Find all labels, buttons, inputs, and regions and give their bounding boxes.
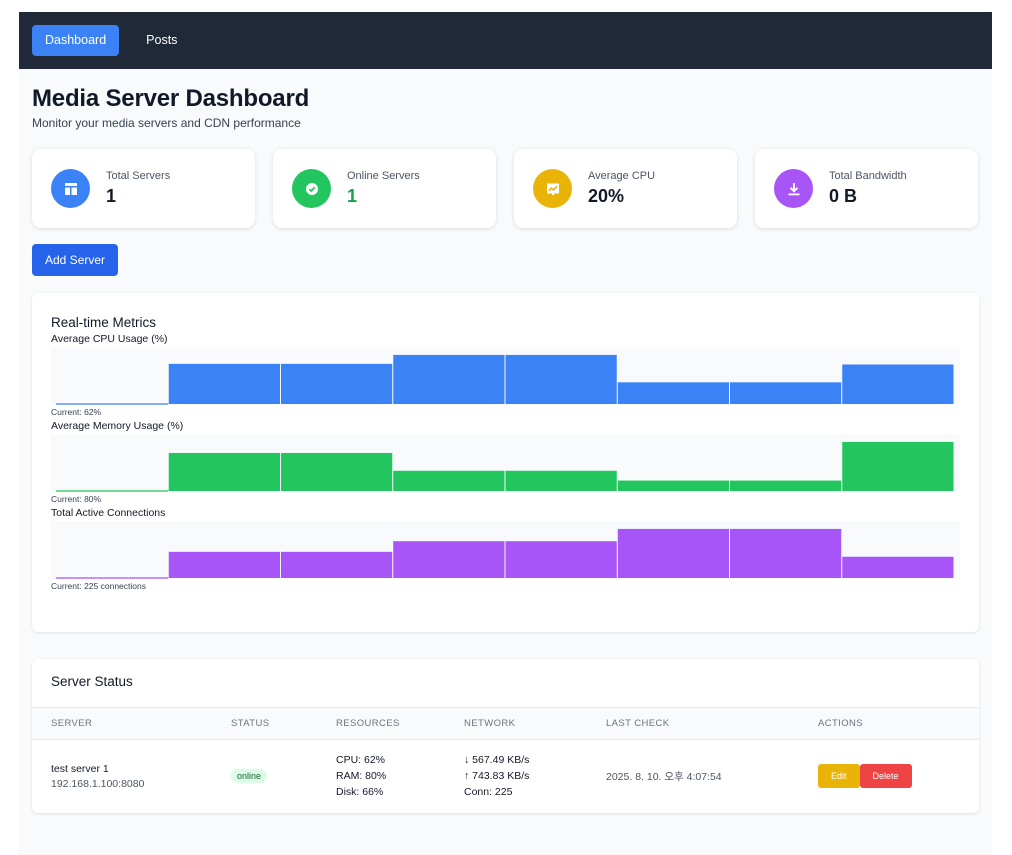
stat-label: Online Servers [347,170,420,182]
table-row: test server 1 192.168.1.100:8080 online … [32,740,979,813]
chart-step-bar [505,470,617,491]
chart-step-bar [842,364,954,404]
download-rate: ↓ 567.49 KB/s [464,754,530,767]
connections-chart [51,521,960,579]
col-network: NETWORK [445,707,587,740]
chart-step-bar [168,363,280,404]
chart-step-bar [281,551,393,578]
network-cell: ↓ 567.49 KB/s ↑ 743.83 KB/s Conn: 225 [445,740,587,813]
cpu-usage-chart [51,347,960,405]
server-name: test server 1 [51,762,109,775]
chart-step-bar [505,354,617,404]
table-header-row: SERVER STATUS RESOURCES NETWORK LAST CHE… [32,707,979,740]
stat-label: Total Servers [106,170,171,182]
nav-posts-link[interactable]: Posts [146,33,178,47]
add-server-button[interactable]: Add Server [32,244,119,276]
chart-step-bar [505,541,617,578]
connections-count: Conn: 225 [464,786,513,799]
chart-step-bar [842,556,954,578]
cpu-chart-svg [56,354,954,405]
stat-card-average-cpu: Average CPU 20% [514,149,737,228]
memory-chart-svg [56,441,954,492]
cpu-current-value: Current: 62% [51,407,102,417]
realtime-metrics-panel: Real-time Metrics Average CPU Usage (%) … [32,293,979,632]
ram-value: RAM: 80% [336,770,387,783]
last-check-cell: 2025. 8. 10. 오후 4:07:54 [606,770,722,783]
metrics-title: Real-time Metrics [51,315,157,330]
cpu-chart-label: Average CPU Usage (%) [51,333,168,345]
chart-step-bar [617,528,729,578]
chart-step-bar [730,528,842,578]
download-icon [774,169,813,208]
col-resources: RESOURCES [317,707,445,740]
actions-cell: Edit Delete [799,740,979,813]
page-subtitle: Monitor your media servers and CDN perfo… [32,116,301,130]
stat-value: 0 B [829,186,858,206]
memory-chart-label: Average Memory Usage (%) [51,420,184,432]
top-navbar: Dashboard Posts [19,12,992,69]
upload-rate: ↑ 743.83 KB/s [464,770,530,783]
stat-label: Average CPU [588,170,656,182]
stat-card-online-servers: Online Servers 1 [273,149,496,228]
chart-step-bar [393,470,505,491]
check-circle-icon [292,169,331,208]
stat-value: 1 [106,186,117,206]
page-title: Media Server Dashboard [32,85,310,112]
edit-button[interactable]: Edit [818,764,860,789]
col-actions: ACTIONS [799,707,979,740]
chart-step-bar [617,382,729,404]
chart-step-bar [393,541,505,578]
stat-value: 20% [588,186,625,206]
connections-chart-label: Total Active Connections [51,507,166,519]
server-status-panel: Server Status SERVER STATUS RESOURCES NE… [32,659,979,813]
stat-value: 1 [347,186,358,206]
disk-value: Disk: 66% [336,786,384,799]
status-cell: online [212,740,317,813]
cpu-value: CPU: 62% [336,754,386,767]
col-status: STATUS [212,707,317,740]
server-address: 192.168.1.100:8080 [51,777,145,790]
memory-current-value: Current: 80% [51,494,102,504]
server-status-title: Server Status [51,674,133,689]
main-content: Media Server Dashboard Monitor your medi… [19,85,992,813]
stat-card-total-bandwidth: Total Bandwidth 0 B [755,149,978,228]
chart-icon [533,169,572,208]
chart-step-bar [281,452,393,491]
chart-step-bar [730,480,842,491]
stats-row: Total Servers 1 Online Servers 1 Avera [32,149,979,228]
nav-dashboard-link[interactable]: Dashboard [32,25,120,56]
chart-step-bar [168,551,280,578]
stat-label: Total Bandwidth [829,170,907,182]
server-table: SERVER STATUS RESOURCES NETWORK LAST CHE… [32,707,979,813]
server-layout-icon [51,169,90,208]
connections-chart-svg [56,528,954,579]
app-frame: Dashboard Posts Media Server Dashboard M… [19,12,992,855]
col-server: SERVER [32,707,212,740]
chart-step-bar [842,441,954,491]
chart-step-bar [393,354,505,404]
chart-step-bar [730,382,842,404]
chart-step-bar [281,363,393,404]
connections-current-value: Current: 225 connections [51,581,146,591]
chart-step-bar [617,480,729,491]
resources-cell: CPU: 62% RAM: 80% Disk: 66% [317,740,445,813]
chart-step-bar [168,452,280,491]
stat-card-total-servers: Total Servers 1 [32,149,255,228]
delete-button[interactable]: Delete [859,764,912,789]
col-last-check: LAST CHECK [587,707,799,740]
status-badge: online [231,769,268,784]
memory-usage-chart [51,434,960,492]
server-cell: test server 1 192.168.1.100:8080 [32,740,212,813]
